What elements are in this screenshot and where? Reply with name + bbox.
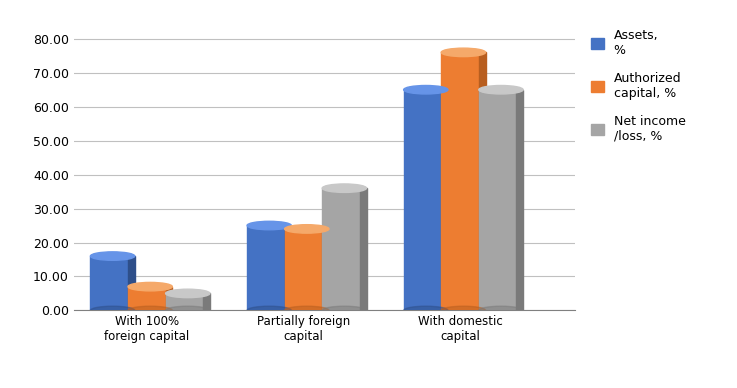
Ellipse shape [166, 289, 210, 298]
Bar [360, 188, 366, 310]
Bar [128, 256, 135, 310]
Ellipse shape [322, 184, 366, 192]
Bar [247, 225, 284, 310]
Ellipse shape [91, 306, 135, 315]
Bar [322, 229, 329, 310]
Ellipse shape [404, 85, 448, 94]
Ellipse shape [284, 306, 329, 315]
Ellipse shape [441, 48, 486, 57]
Bar [479, 90, 517, 310]
Ellipse shape [441, 306, 486, 315]
Bar [441, 90, 448, 310]
Ellipse shape [166, 306, 210, 315]
Ellipse shape [128, 282, 172, 291]
Ellipse shape [91, 252, 135, 260]
Bar [479, 52, 486, 310]
Bar [284, 229, 322, 310]
Bar [166, 287, 172, 310]
Ellipse shape [128, 306, 172, 315]
Ellipse shape [479, 85, 523, 94]
Ellipse shape [404, 306, 448, 315]
Bar [91, 256, 128, 310]
Ellipse shape [479, 306, 523, 315]
Bar [284, 225, 291, 310]
Bar [128, 287, 166, 310]
Ellipse shape [247, 306, 291, 315]
Bar [517, 90, 523, 310]
Legend: Assets,
%, Authorized
capital, %, Net income
/loss, %: Assets, %, Authorized capital, %, Net in… [586, 24, 691, 148]
Bar [322, 188, 360, 310]
Bar [441, 52, 479, 310]
Ellipse shape [322, 306, 366, 315]
Bar [203, 293, 210, 310]
Ellipse shape [284, 225, 329, 233]
Bar [404, 90, 441, 310]
Ellipse shape [247, 221, 291, 230]
Bar [166, 293, 203, 310]
